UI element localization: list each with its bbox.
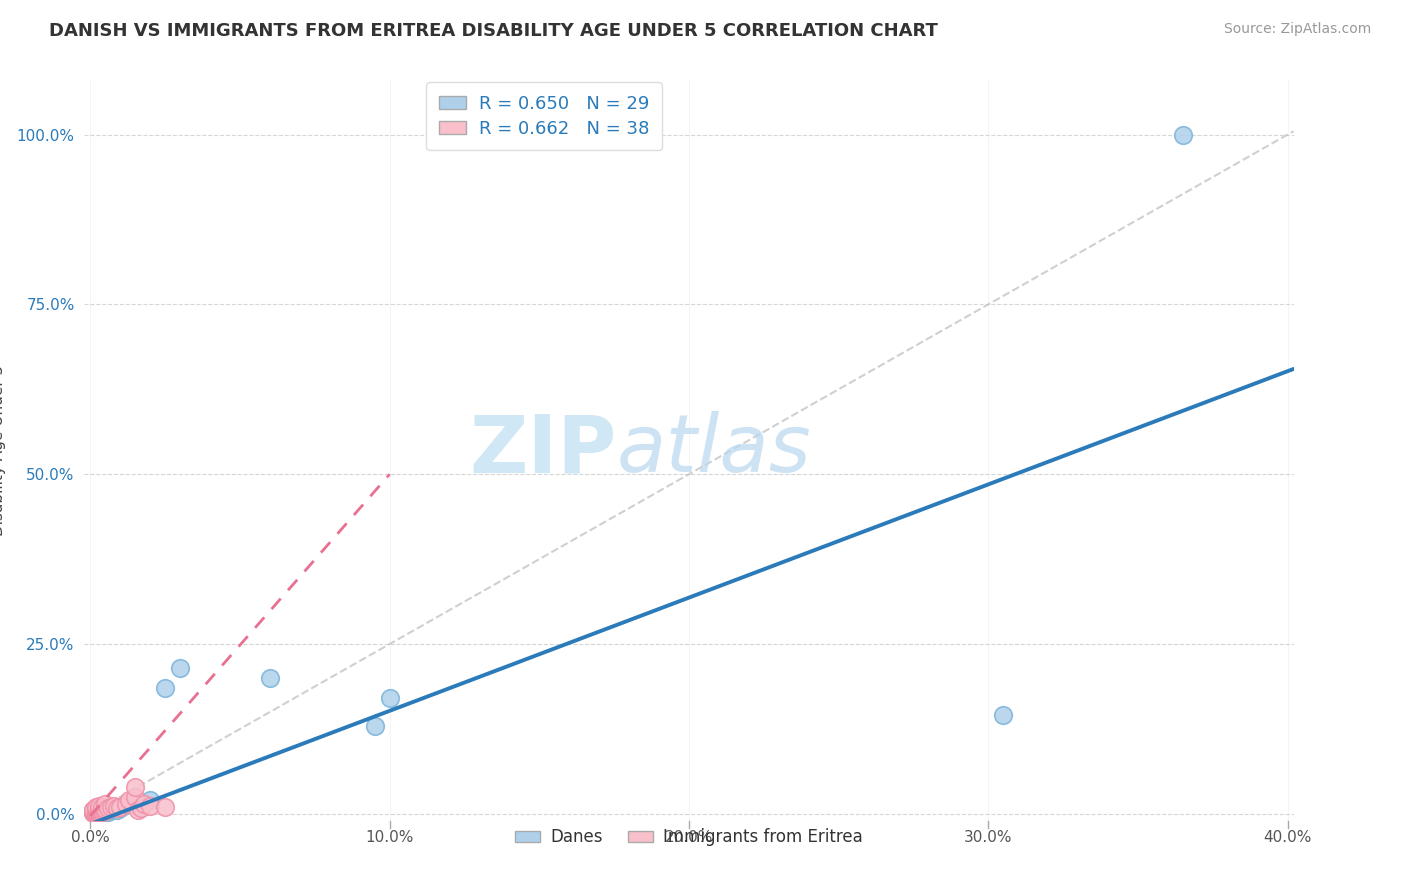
Point (97, 805, 120, 819)
Point (103, 798, 125, 813)
Point (94, 802, 117, 816)
Point (118, 793, 141, 807)
Point (363, 718, 385, 732)
Point (127, 804, 149, 818)
Point (112, 798, 135, 813)
Point (1171, 128, 1194, 142)
Point (91, 800, 114, 814)
Point (153, 681, 176, 696)
Point (91, 804, 114, 818)
Point (110, 800, 132, 814)
Point (100, 804, 122, 818)
Legend: Danes, Immigrants from Eritrea: Danes, Immigrants from Eritrea (509, 822, 869, 853)
Point (129, 801, 152, 815)
Point (86, 806, 108, 821)
Point (89, 798, 111, 813)
Point (86, 804, 108, 818)
Point (139, 798, 162, 813)
Point (91, 805, 114, 819)
Point (124, 789, 146, 804)
Point (124, 797, 146, 811)
Text: Source: ZipAtlas.com: Source: ZipAtlas.com (1223, 22, 1371, 37)
Point (259, 671, 281, 685)
Point (378, 691, 401, 706)
Point (86, 804, 108, 818)
Point (86, 805, 108, 819)
Text: ZIP: ZIP (470, 411, 616, 490)
Y-axis label: Disability Age Under 5: Disability Age Under 5 (0, 365, 6, 536)
Point (91, 805, 114, 819)
Point (82, 805, 104, 819)
Point (82, 805, 104, 819)
Text: DANISH VS IMMIGRANTS FROM ERITREA DISABILITY AGE UNDER 5 CORRELATION CHART: DANISH VS IMMIGRANTS FROM ERITREA DISABI… (49, 22, 938, 40)
Point (82, 804, 104, 818)
Point (89, 804, 111, 818)
Point (91, 803, 114, 817)
Point (86, 801, 108, 815)
Point (89, 801, 111, 815)
Point (993, 708, 1015, 723)
Point (115, 797, 138, 811)
Point (82, 806, 104, 821)
Point (82, 803, 104, 817)
Point (82, 805, 104, 820)
Point (94, 805, 117, 820)
Point (134, 797, 156, 811)
Point (110, 801, 132, 815)
Point (124, 780, 146, 794)
Point (169, 661, 191, 675)
Point (86, 806, 108, 821)
Point (100, 800, 122, 814)
Point (86, 805, 108, 820)
Point (139, 793, 162, 807)
Point (89, 805, 111, 820)
Point (153, 800, 176, 814)
Point (97, 801, 120, 815)
Point (86, 805, 108, 819)
Point (86, 803, 108, 817)
Point (94, 797, 117, 811)
Point (86, 800, 108, 814)
Point (89, 804, 111, 818)
Point (94, 804, 117, 818)
Point (82, 804, 104, 818)
Point (110, 800, 132, 814)
Point (89, 805, 111, 820)
Text: atlas: atlas (616, 411, 811, 490)
Point (105, 803, 128, 817)
Point (105, 801, 128, 815)
Point (94, 804, 117, 818)
Point (82, 805, 104, 820)
Point (103, 802, 125, 816)
Point (86, 805, 108, 820)
Point (82, 804, 104, 818)
Point (89, 803, 111, 817)
